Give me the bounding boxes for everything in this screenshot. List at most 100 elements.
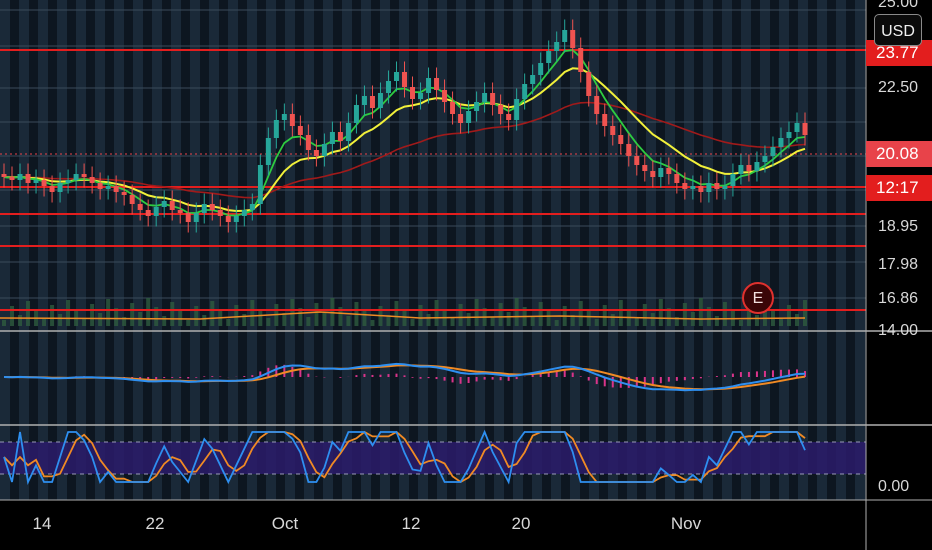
candle-body	[682, 183, 688, 189]
macd-histogram-bar	[163, 377, 166, 379]
candle-body	[586, 72, 592, 96]
candle-body	[57, 183, 63, 192]
band	[836, 0, 846, 500]
volume-bar	[250, 300, 255, 326]
candle-body	[666, 168, 672, 174]
price-tick-1686: 16.86	[878, 290, 919, 307]
volume-bar	[346, 316, 351, 326]
band	[361, 0, 371, 500]
macd-histogram-bar	[483, 377, 486, 380]
candle-body	[418, 93, 424, 99]
band	[779, 0, 789, 500]
macd-histogram-bar	[699, 377, 702, 379]
volume-bar	[298, 308, 303, 326]
volume-bar	[458, 304, 463, 326]
volume-bar	[698, 298, 703, 326]
candle-body	[241, 210, 247, 216]
candle-body	[674, 174, 680, 183]
candle-body	[169, 201, 175, 210]
macd-histogram-bar	[419, 377, 422, 379]
candle-body	[490, 93, 496, 105]
candle-body	[289, 114, 295, 126]
volume-bar	[82, 318, 87, 326]
band	[57, 0, 67, 500]
candle-body	[642, 165, 648, 171]
band	[190, 0, 200, 500]
candle-body	[393, 72, 399, 81]
volume-bar	[194, 306, 199, 326]
candle-body	[369, 96, 375, 108]
earnings-badge[interactable]: E	[742, 282, 774, 314]
macd-histogram-bar	[531, 374, 534, 377]
volume-bar	[394, 301, 399, 326]
volume-bar	[42, 319, 47, 326]
candle-body	[562, 30, 568, 42]
candle-body	[97, 183, 103, 189]
macd-histogram-bar	[611, 377, 614, 388]
currency-button[interactable]: USD	[874, 14, 922, 46]
macd-histogram-bar	[659, 377, 662, 384]
candle-body	[153, 207, 159, 216]
band	[418, 0, 428, 500]
band	[38, 0, 48, 500]
candle-body	[105, 186, 111, 189]
volume-bar	[314, 303, 319, 326]
macd-histogram-bar	[675, 377, 678, 381]
candle-body	[450, 102, 456, 114]
volume-bar	[202, 315, 207, 326]
volume-bar	[266, 318, 271, 326]
volume-bar	[786, 305, 791, 326]
candle-body	[353, 105, 359, 123]
volume-bar	[714, 316, 719, 326]
candle-body	[49, 186, 55, 192]
volume-bar	[98, 313, 103, 326]
macd-histogram-bar	[555, 371, 558, 377]
candle-body	[578, 48, 584, 72]
candle-body	[273, 120, 279, 138]
top-level-price-tag: 23.77	[866, 40, 932, 66]
candle-body	[522, 84, 528, 99]
volume-bar	[234, 305, 239, 326]
candle-body	[121, 192, 127, 195]
candle-body	[377, 93, 383, 108]
candle-body	[618, 135, 624, 144]
macd-histogram-bar	[547, 371, 550, 377]
macd-histogram-bar	[571, 372, 574, 377]
band	[437, 0, 447, 500]
candle-body	[602, 114, 608, 126]
volume-bar	[426, 314, 431, 326]
macd-histogram-bar	[363, 373, 366, 377]
band	[798, 0, 808, 500]
macd-histogram-bar	[411, 377, 414, 378]
volume-bar	[538, 302, 543, 326]
volume-bar	[754, 315, 759, 326]
volume-bar	[154, 307, 159, 326]
volume-bar	[778, 319, 783, 326]
band	[209, 0, 219, 500]
candle-body	[458, 114, 464, 123]
candle-body	[73, 174, 79, 180]
candle-body	[554, 42, 560, 51]
candle-body	[185, 213, 191, 222]
band	[741, 0, 751, 500]
macd-histogram-bar	[147, 377, 150, 381]
volume-bar	[74, 309, 79, 326]
candle-body	[257, 165, 263, 204]
candle-body	[201, 204, 207, 213]
band	[532, 0, 542, 500]
macd-histogram-bar	[683, 377, 686, 381]
macd-histogram-bar	[371, 374, 374, 377]
macd-histogram-bar	[155, 377, 158, 380]
volume-bar	[546, 311, 551, 326]
volume-bar	[226, 319, 231, 326]
volume-bar	[490, 317, 495, 326]
band	[285, 0, 295, 500]
volume-bar	[434, 300, 439, 326]
macd-histogram-bar	[291, 366, 294, 377]
band	[570, 0, 580, 500]
candle-body	[794, 123, 800, 132]
macd-line	[3, 362, 806, 392]
volume-bar	[738, 320, 743, 326]
